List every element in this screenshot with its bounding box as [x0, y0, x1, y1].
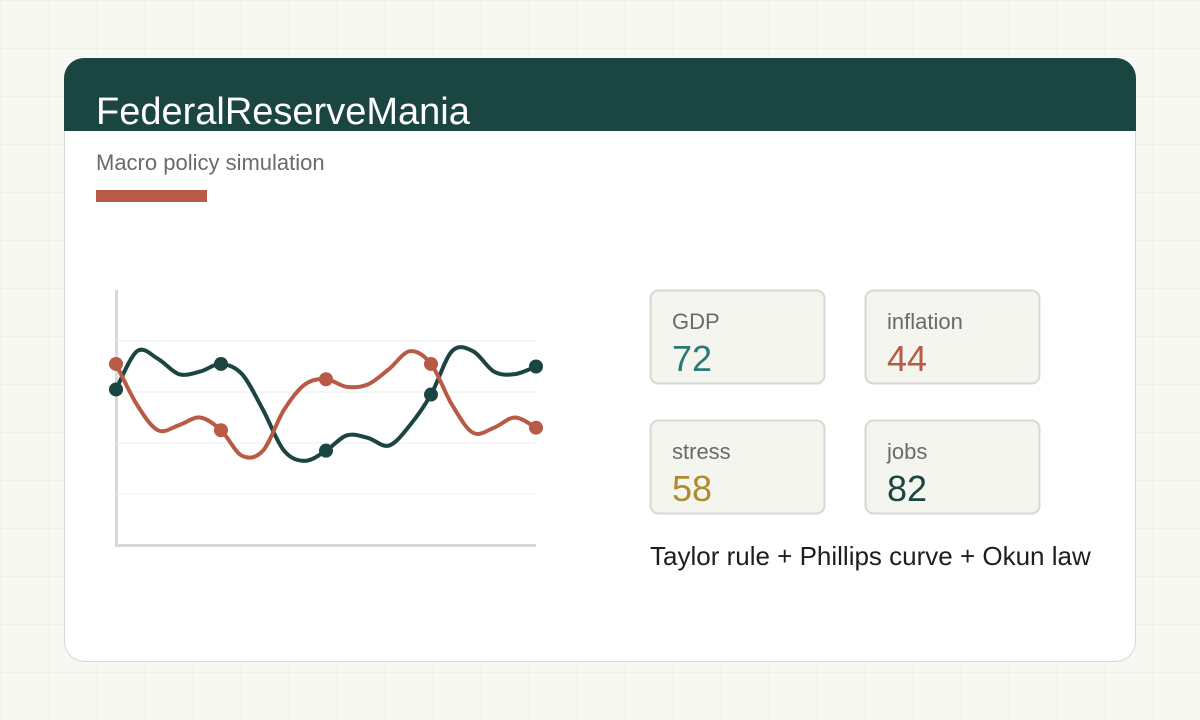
- series-marker: [109, 382, 123, 397]
- footer-note: Taylor rule + Phillips curve + Okun law: [650, 541, 1091, 571]
- stat-card: [864, 289, 1041, 385]
- subtitle: Macro policy simulation: [96, 150, 325, 175]
- stat-card: [649, 289, 826, 385]
- series-marker: [529, 359, 543, 374]
- stat-value: 44: [887, 338, 927, 379]
- series-marker: [319, 443, 333, 458]
- title: FederalReserveMania: [96, 91, 471, 133]
- series-marker: [424, 356, 438, 371]
- series-marker: [109, 356, 123, 371]
- accent-bar: [96, 190, 207, 202]
- stat-card: [649, 419, 826, 515]
- series-marker: [214, 423, 228, 438]
- stat-label: inflation: [887, 309, 963, 334]
- stat-label: GDP: [672, 309, 720, 334]
- series-marker: [214, 356, 228, 371]
- series-marker: [529, 420, 543, 435]
- stat-label: stress: [672, 439, 731, 464]
- header-band: [64, 58, 1136, 131]
- series-marker: [424, 387, 438, 402]
- stat-value: 82: [887, 468, 927, 509]
- chart-axes: [115, 290, 536, 547]
- stat-value: 72: [672, 338, 712, 379]
- stat-label: jobs: [886, 439, 927, 464]
- stat-card: [864, 419, 1041, 515]
- series-marker: [319, 372, 333, 387]
- stat-value: 58: [672, 468, 712, 509]
